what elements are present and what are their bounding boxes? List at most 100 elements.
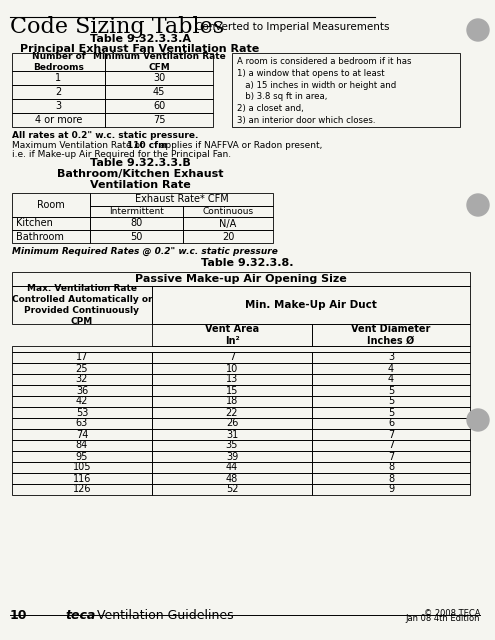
Text: Vent Area
In²: Vent Area In²	[205, 324, 259, 346]
Text: 7: 7	[388, 429, 394, 440]
Bar	[312, 473, 470, 484]
Text: Continuous: Continuous	[202, 207, 253, 216]
Circle shape	[467, 409, 489, 431]
Bar	[232, 53, 460, 127]
Bar	[152, 451, 312, 462]
Text: 32: 32	[76, 374, 88, 385]
Text: 22: 22	[226, 408, 238, 417]
Bar	[152, 286, 470, 324]
Bar	[152, 484, 312, 495]
Bar	[312, 440, 470, 451]
Text: Ventilation Rate: Ventilation Rate	[90, 180, 191, 190]
Bar	[12, 407, 152, 418]
Text: 63: 63	[76, 419, 88, 429]
Text: 8: 8	[388, 463, 394, 472]
Text: 30: 30	[153, 73, 165, 83]
Text: 17: 17	[76, 353, 88, 362]
Text: 18: 18	[226, 397, 238, 406]
Text: 42: 42	[76, 397, 88, 406]
Text: 75: 75	[153, 115, 165, 125]
Bar	[312, 396, 470, 407]
Text: N/A: N/A	[219, 218, 237, 228]
Bar	[12, 385, 152, 396]
Bar	[152, 374, 312, 385]
Bar	[90, 193, 273, 206]
Text: Table 9.32.3.3.B: Table 9.32.3.3.B	[90, 158, 191, 168]
Text: applies if NAFFVA or Radon present,: applies if NAFFVA or Radon present,	[157, 141, 322, 150]
Text: Kitchen: Kitchen	[16, 218, 53, 228]
Bar	[12, 99, 105, 113]
Bar	[12, 272, 470, 286]
Bar	[183, 230, 273, 243]
Text: 10: 10	[10, 609, 28, 622]
Text: 5: 5	[388, 408, 394, 417]
Text: 60: 60	[153, 101, 165, 111]
Text: 74: 74	[76, 429, 88, 440]
Text: Max. Ventilation Rate
Controlled Automatically or
Provided Continuously
CPM: Max. Ventilation Rate Controlled Automat…	[12, 284, 152, 326]
Text: 15: 15	[226, 385, 238, 396]
Text: All rates at 0.2" w.c. static pressure.: All rates at 0.2" w.c. static pressure.	[12, 131, 198, 140]
Text: 95: 95	[76, 451, 88, 461]
Bar	[312, 451, 470, 462]
Text: 2: 2	[55, 87, 61, 97]
Bar	[152, 440, 312, 451]
Bar	[90, 217, 183, 230]
Text: 7: 7	[229, 353, 235, 362]
Text: Passive Make-up Air Opening Size: Passive Make-up Air Opening Size	[135, 274, 347, 284]
Text: Intermittent: Intermittent	[109, 207, 164, 216]
Bar	[12, 462, 152, 473]
Bar	[152, 418, 312, 429]
Text: 6: 6	[388, 419, 394, 429]
Text: Vent Diameter
Inches Ø: Vent Diameter Inches Ø	[351, 324, 431, 346]
Text: 53: 53	[76, 408, 88, 417]
Bar	[12, 473, 152, 484]
Text: Number of
Bedrooms: Number of Bedrooms	[32, 52, 85, 72]
Text: 25: 25	[76, 364, 88, 374]
Bar	[183, 206, 273, 217]
Text: 1: 1	[55, 73, 61, 83]
Text: 48: 48	[226, 474, 238, 483]
Bar	[312, 352, 470, 363]
Text: Min. Make-Up Air Duct: Min. Make-Up Air Duct	[245, 300, 377, 310]
Text: Maximum Ventilation Rate of: Maximum Ventilation Rate of	[12, 141, 146, 150]
Bar	[12, 71, 105, 85]
Text: 20: 20	[222, 232, 234, 241]
Bar	[312, 407, 470, 418]
Text: 105: 105	[73, 463, 91, 472]
Text: 3: 3	[388, 353, 394, 362]
Bar	[12, 396, 152, 407]
Text: Room: Room	[37, 200, 65, 210]
Bar	[105, 85, 213, 99]
Text: 36: 36	[76, 385, 88, 396]
Text: 5: 5	[388, 397, 394, 406]
Text: A room is considered a bedroom if it has
1) a window that opens to at least
   a: A room is considered a bedroom if it has…	[237, 57, 411, 125]
Text: 84: 84	[76, 440, 88, 451]
Circle shape	[467, 19, 489, 41]
Text: 116: 116	[73, 474, 91, 483]
Text: Jan 08 4th Edition: Jan 08 4th Edition	[405, 614, 480, 623]
Bar	[12, 429, 152, 440]
Text: 10: 10	[226, 364, 238, 374]
Bar	[312, 418, 470, 429]
Text: Table 9.32.3.8.: Table 9.32.3.8.	[201, 258, 293, 268]
Bar	[105, 113, 213, 127]
Bar	[152, 462, 312, 473]
Text: 39: 39	[226, 451, 238, 461]
Bar	[152, 396, 312, 407]
Text: 7: 7	[388, 440, 394, 451]
Text: Bathroom/Kitchen Exhaust: Bathroom/Kitchen Exhaust	[57, 169, 223, 179]
Text: Converted to Imperial Measurements: Converted to Imperial Measurements	[195, 22, 390, 32]
Bar	[312, 429, 470, 440]
Text: teca: teca	[65, 609, 95, 622]
Text: 126: 126	[73, 484, 91, 495]
Bar	[105, 53, 213, 71]
Text: Table 9.32.3.3.A: Table 9.32.3.3.A	[90, 34, 191, 44]
Bar	[12, 113, 105, 127]
Bar	[12, 217, 90, 230]
Text: 7: 7	[388, 451, 394, 461]
Bar	[183, 217, 273, 230]
Text: 44: 44	[226, 463, 238, 472]
Text: 31: 31	[226, 429, 238, 440]
Bar	[12, 286, 152, 324]
Bar	[152, 324, 312, 346]
